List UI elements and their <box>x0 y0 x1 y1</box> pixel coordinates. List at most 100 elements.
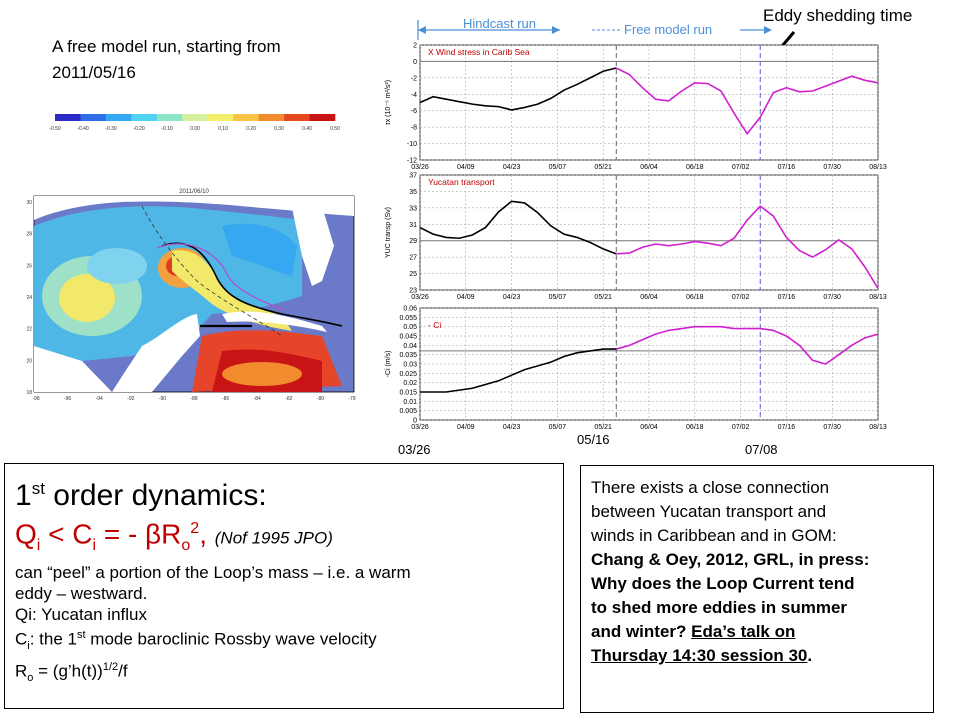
y-tick-label: 2 <box>413 43 417 50</box>
land-cuba <box>222 311 327 332</box>
y-tick-label: 0.005 <box>399 408 417 415</box>
dyn-line-5: Ro = (g’h(t))1/2/f <box>15 660 128 685</box>
loop-current-band <box>172 250 292 331</box>
x-tick-label: 08/13 <box>869 294 887 301</box>
x-tick-label: 04/09 <box>457 164 475 171</box>
x-tick-label: 03/26 <box>411 164 429 171</box>
colorbar-swatch <box>258 114 285 121</box>
x-tick-label: 04/23 <box>503 424 521 431</box>
y-axis-label: τx (10⁻⁵ m²/s²) <box>385 80 392 125</box>
y-axis-label: -Ci (m/s) <box>385 351 392 378</box>
hindcast-series <box>419 67 617 111</box>
colorbar-tick-label: 0.30 <box>274 126 284 132</box>
y-tick-label: 0.055 <box>399 315 417 322</box>
x-tick-label: 04/09 <box>457 294 475 301</box>
hindcast-run-label: Hindcast run <box>463 16 536 31</box>
conn-line-6: to shed more eddies in summer <box>591 598 848 617</box>
panel-annotation: Yucatan transport <box>428 177 495 187</box>
colorbar: -0.50 -0.40 -0.30 -0.20 -0.10 0.00 0.10 0.20 0.3… <box>49 114 340 132</box>
map-lat-label: 26 <box>26 263 32 269</box>
colorbar-tick-label: -0.20 <box>133 126 145 132</box>
x-tick-label: 07/16 <box>778 164 796 171</box>
x-tick-label: 05/21 <box>594 164 612 171</box>
x-tick-label: 07/16 <box>778 294 796 301</box>
map-lat-label: 20 <box>26 358 32 364</box>
map-lon-label: -80 <box>317 396 324 402</box>
conn-line-2: between Yucatan transport and <box>591 502 827 521</box>
map-lon-label: -84 <box>254 396 261 402</box>
colorbar-swatch <box>131 114 158 121</box>
dynamics-box: 1st order dynamics: Qi < Ci = - βRo2, (N… <box>4 463 564 709</box>
model-front-black <box>161 242 343 327</box>
map-lat-label: 28 <box>26 232 32 238</box>
x-tick-label: 08/13 <box>869 164 887 171</box>
map-lon-label: -78 <box>348 396 355 402</box>
y-tick-label: -8 <box>411 125 417 132</box>
colorbar-swatch <box>207 114 234 121</box>
panel-annotation: - Ci <box>428 320 441 330</box>
colorbar-swatch <box>55 114 81 121</box>
session-link[interactable]: Thursday 14:30 session 30 <box>591 646 808 665</box>
conn-line-1: There exists a close connection <box>591 478 830 497</box>
conn-line-4: Chang & Oey, 2012, GRL, in press: <box>591 550 870 569</box>
chart-panel-2: 03/26 04/09 04/23 05/07 05/21 06/04 06/18 07/02… <box>385 173 887 302</box>
colorbar-swatch <box>156 114 183 121</box>
x-tick-label: 07/30 <box>823 294 841 301</box>
nof-citation: (Nof 1995 JPO) <box>214 528 333 548</box>
x-tick-label: 08/13 <box>869 424 887 431</box>
x-tick-label: 04/09 <box>457 424 475 431</box>
land-florida <box>292 206 334 286</box>
colorbar-tick-label: -0.30 <box>105 126 117 132</box>
hindcast-series <box>420 348 617 393</box>
y-tick-label: -4 <box>411 92 417 99</box>
talk-link[interactable]: Eda’s talk on <box>691 622 796 641</box>
map-lon-label: -96 <box>64 396 71 402</box>
colorbar-tick-label: -0.50 <box>49 126 61 132</box>
free-run-series <box>616 325 879 365</box>
colorbar-tick-label: -0.40 <box>77 126 89 132</box>
colorbar-swatch <box>284 114 310 121</box>
y-tick-label: 0.01 <box>403 399 417 406</box>
date-end: 07/08 <box>745 442 778 457</box>
land-mexico-west <box>34 346 112 392</box>
land-yucatan <box>112 314 200 392</box>
model-run-caption: A free model run, starting from 2011/05/… <box>52 36 281 84</box>
date-start: 03/26 <box>398 442 431 457</box>
y-tick-label: 0.035 <box>399 352 417 359</box>
dyn-line-1: can “peel” a portion of the Loop’s mass … <box>15 562 411 582</box>
x-tick-label: 06/18 <box>686 294 704 301</box>
y-tick-label: 0.02 <box>403 380 417 387</box>
y-tick-label: 0.015 <box>399 390 417 397</box>
x-tick-label: 06/18 <box>686 424 704 431</box>
dyn-line-2: eddy – westward. <box>15 583 148 603</box>
dyn-line-3: Qi: Yucatan influx <box>15 604 147 624</box>
y-tick-label: -12 <box>407 158 417 165</box>
x-tick-label: 03/26 <box>411 294 429 301</box>
y-tick-label: -10 <box>407 141 417 148</box>
land-north <box>34 196 354 220</box>
x-tick-label: 07/02 <box>732 164 750 171</box>
x-tick-label: 04/23 <box>503 294 521 301</box>
colorbar-tick-label: 0.00 <box>190 126 200 132</box>
free-run-series <box>615 67 879 136</box>
map-lon-label: -88 <box>190 396 197 402</box>
y-tick-label: 0.03 <box>403 362 417 369</box>
y-tick-label: 0.06 <box>403 306 417 313</box>
y-tick-label: 0.025 <box>399 371 417 378</box>
colorbar-swatch <box>233 114 259 121</box>
map-lat-label: 24 <box>26 295 32 301</box>
chart-panel-3: 03/26 04/09 04/23 05/07 05/21 06/04 06/18 07/02… <box>385 306 887 432</box>
x-tick-label: 06/04 <box>640 164 658 171</box>
x-tick-label: 05/21 <box>594 294 612 301</box>
y-tick-label: -6 <box>411 108 417 115</box>
x-tick-label: 03/26 <box>411 424 429 431</box>
map-lat-label: 22 <box>26 327 32 333</box>
colorbar-swatch <box>80 114 107 121</box>
map-lon-label: -86 <box>222 396 229 402</box>
map-lat-label: 18 <box>26 390 32 396</box>
x-tick-label: 05/21 <box>594 424 612 431</box>
dynamics-title: 1st order dynamics: <box>15 479 267 512</box>
x-tick-label: 06/04 <box>640 294 658 301</box>
map-lon-label: -82 <box>285 396 292 402</box>
date-mid: 05/16 <box>577 432 610 447</box>
